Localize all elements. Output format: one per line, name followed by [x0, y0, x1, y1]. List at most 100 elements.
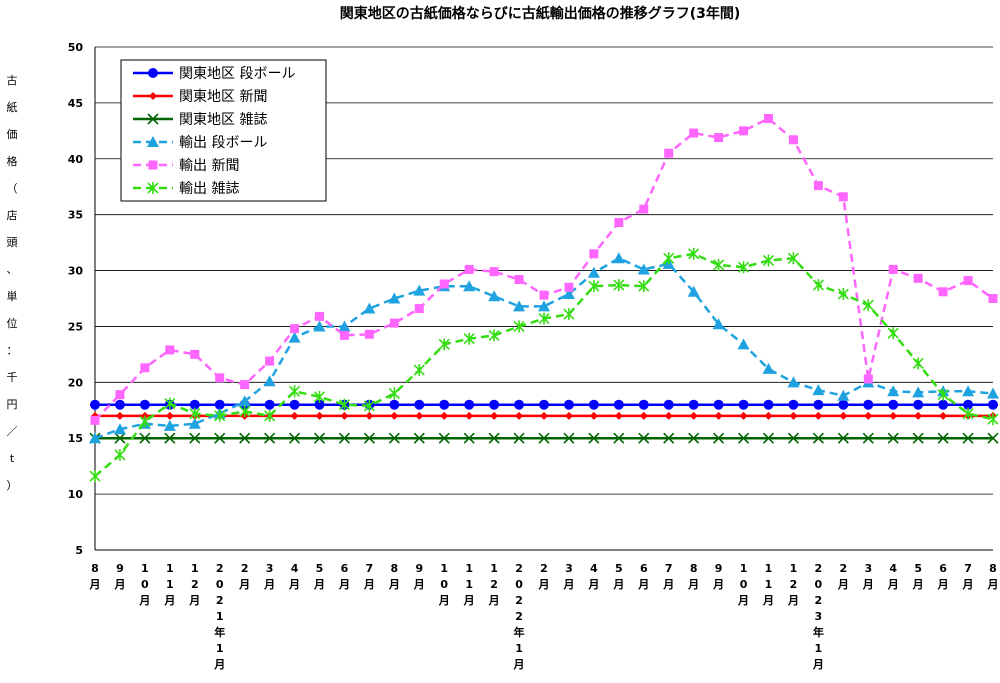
marker — [438, 432, 450, 444]
marker — [539, 399, 549, 410]
marker — [513, 320, 525, 333]
marker — [838, 399, 849, 410]
marker — [588, 399, 599, 410]
marker — [888, 399, 899, 410]
marker — [738, 399, 749, 410]
marker — [463, 432, 475, 444]
marker — [912, 432, 924, 444]
marker — [987, 387, 999, 399]
marker — [90, 415, 100, 425]
marker — [913, 399, 924, 410]
marker — [863, 399, 874, 410]
legend-box — [120, 59, 327, 202]
marker — [338, 320, 351, 332]
marker — [888, 264, 898, 274]
marker — [315, 411, 324, 420]
marker — [288, 331, 301, 343]
marker — [488, 329, 500, 342]
marker — [588, 432, 600, 444]
marker — [149, 92, 157, 100]
marker — [864, 411, 873, 420]
marker — [388, 292, 401, 304]
y-tick-label: 50 — [68, 41, 84, 54]
legend-label: 輸出 新聞 — [179, 158, 239, 174]
marker — [363, 399, 375, 412]
marker — [663, 252, 675, 265]
series — [89, 252, 999, 444]
marker — [148, 68, 158, 78]
marker — [214, 399, 225, 410]
marker — [987, 413, 999, 426]
marker — [764, 411, 773, 420]
marker — [413, 432, 425, 444]
marker — [114, 399, 125, 410]
marker — [962, 385, 975, 397]
marker — [513, 432, 525, 444]
marker — [813, 181, 823, 191]
marker — [239, 432, 251, 444]
marker — [714, 411, 723, 420]
marker — [963, 399, 974, 410]
legend-label: 輸出 段ボール — [179, 135, 267, 151]
marker — [214, 432, 226, 444]
marker — [614, 411, 623, 420]
marker — [887, 385, 900, 397]
marker — [988, 399, 998, 410]
y-tick-label: 25 — [68, 320, 83, 333]
marker — [290, 324, 300, 334]
legend-label: 関東地区 段ボール — [179, 66, 295, 82]
series — [90, 114, 998, 425]
marker — [813, 399, 824, 410]
marker — [564, 282, 574, 292]
marker — [938, 399, 949, 410]
marker — [639, 411, 648, 420]
marker — [962, 432, 974, 444]
marker — [789, 411, 798, 420]
marker — [837, 432, 849, 444]
marker — [563, 432, 575, 444]
marker — [838, 192, 848, 202]
marker — [689, 128, 699, 138]
marker — [364, 329, 374, 339]
marker — [339, 330, 349, 340]
marker — [315, 311, 324, 321]
marker — [440, 411, 449, 420]
marker — [612, 252, 625, 264]
series — [91, 411, 997, 420]
marker — [465, 411, 474, 420]
marker — [148, 160, 158, 170]
legend-label: 輸出 雑誌 — [179, 181, 239, 197]
marker — [165, 411, 174, 420]
marker — [188, 417, 201, 429]
marker — [413, 364, 425, 377]
marker — [147, 113, 159, 125]
marker — [313, 390, 326, 403]
marker — [538, 432, 550, 444]
y-tick-label: 20 — [68, 376, 84, 389]
marker — [787, 376, 800, 388]
marker — [937, 388, 949, 401]
marker — [540, 411, 548, 420]
marker — [688, 247, 700, 260]
marker — [239, 405, 251, 418]
marker — [839, 411, 848, 420]
marker — [139, 399, 150, 410]
marker — [663, 432, 675, 444]
marker — [937, 432, 949, 444]
